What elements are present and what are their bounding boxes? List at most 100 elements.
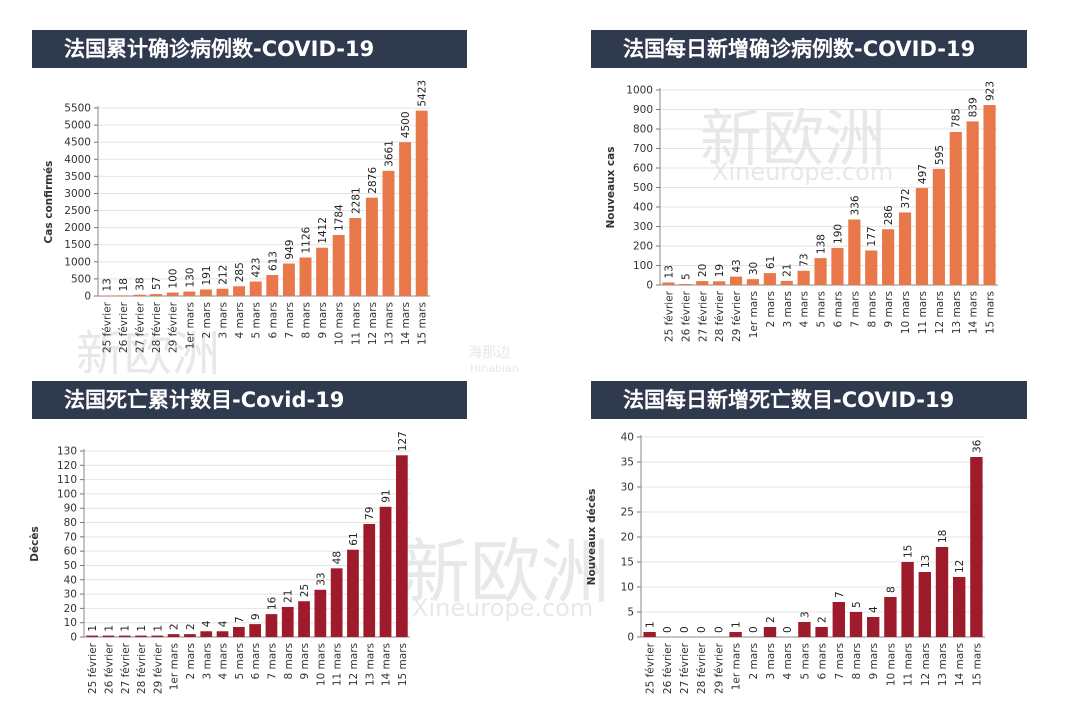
x-tick-label: 11 mars [350, 302, 362, 345]
x-tick-label: 25 février [87, 642, 99, 694]
x-tick-label: 7 mars [849, 291, 861, 327]
x-tick-label: 9 mars [317, 302, 329, 338]
y-tick-label: 300 [633, 221, 653, 233]
y-tick-label: 120 [57, 460, 77, 472]
x-tick-label: 27 février [679, 642, 691, 694]
x-tick-label: 29 février [168, 301, 180, 353]
bar-value-label: 1 [152, 625, 164, 632]
bar [915, 188, 929, 285]
x-tick-label: 15 mars [971, 643, 983, 686]
y-tick-label: 70 [64, 531, 77, 543]
x-tick-label: 29 février [152, 642, 164, 694]
bar [763, 273, 776, 285]
bar [395, 455, 408, 637]
bar-value-label: 285 [234, 262, 246, 282]
bar-value-label: 2 [765, 616, 777, 623]
x-tick-label: 25 février [663, 290, 675, 342]
bar [151, 635, 164, 637]
bar-value-label: 12 [954, 560, 966, 573]
x-tick-label: 13 mars [937, 643, 949, 686]
x-tick-label: 14 mars [400, 302, 412, 345]
bar [983, 105, 996, 285]
bar-value-label: 8 [885, 586, 897, 593]
bar [884, 597, 897, 637]
x-tick-label: 11 mars [903, 643, 915, 686]
x-tick-label: 6 mars [267, 302, 279, 338]
bar [399, 142, 412, 296]
bar-value-label: 100 [168, 269, 180, 289]
bar-value-label: 0 [782, 626, 794, 633]
bar-value-label: 61 [348, 532, 360, 545]
bar-value-label: 1 [103, 625, 115, 632]
x-tick-label: 15 mars [397, 643, 409, 686]
bar [316, 247, 329, 296]
y-tick-label: 200 [633, 241, 653, 253]
x-tick-label: 6 mars [817, 643, 829, 679]
y-tick-label: 2500 [64, 205, 91, 217]
bar-value-label: 2 [817, 616, 829, 623]
y-axis-label: Cas confirmés [43, 161, 55, 244]
x-tick-label: 6 mars [250, 643, 262, 679]
y-tick-label: 0 [646, 280, 653, 292]
bar [233, 286, 246, 296]
x-tick-label: 14 mars [968, 291, 980, 334]
bar [848, 219, 861, 285]
y-tick-label: 600 [633, 163, 653, 175]
bar-value-label: 839 [968, 97, 980, 117]
y-tick-label: 30 [64, 589, 77, 601]
bar-value-label: 336 [849, 195, 861, 215]
y-tick-label: 10 [64, 617, 77, 629]
bar [814, 258, 827, 285]
x-tick-label: 2 mars [201, 302, 213, 338]
x-tick-label: 4 mars [799, 291, 811, 327]
bar-value-label: 61 [765, 256, 777, 269]
bar [281, 606, 294, 637]
y-tick-label: 35 [621, 457, 634, 469]
bar-value-label: 43 [731, 259, 743, 272]
bar [216, 288, 229, 296]
x-tick-label: 8 mars [866, 291, 878, 327]
bar-value-label: 91 [381, 489, 393, 502]
y-tick-label: 2000 [64, 222, 91, 234]
bar-value-label: 13 [101, 278, 113, 291]
bar [780, 280, 793, 285]
x-tick-label: 9 mars [883, 291, 895, 327]
x-tick-label: 7 mars [266, 643, 278, 679]
bar-value-label: 33 [315, 572, 327, 585]
x-tick-label: 25 février [645, 642, 657, 694]
bar [746, 279, 760, 285]
y-tick-label: 800 [633, 124, 653, 136]
y-tick-label: 4500 [64, 137, 91, 149]
bar [86, 635, 99, 637]
x-tick-label: 27 février [120, 642, 132, 694]
x-tick-label: 4 mars [234, 302, 246, 338]
bar [249, 624, 262, 637]
bar [299, 257, 312, 296]
bar-value-label: 1 [645, 621, 657, 628]
x-tick-label: 1er mars [731, 643, 743, 690]
x-tick-label: 27 février [135, 301, 147, 353]
y-tick-label: 80 [64, 517, 77, 529]
x-tick-label: 11 mars [332, 643, 344, 686]
y-tick-label: 500 [633, 182, 653, 194]
bar-value-label: 18 [937, 530, 949, 543]
bar [970, 457, 983, 637]
x-tick-label: 14 mars [954, 643, 966, 686]
x-tick-label: 29 février [713, 642, 725, 694]
x-tick-label: 15 mars [985, 291, 997, 334]
y-tick-label: 400 [633, 202, 653, 214]
bar-value-label: 1 [87, 625, 99, 632]
bar-value-label: 1 [731, 621, 743, 628]
bar-value-label: 5 [851, 601, 863, 608]
bar [867, 617, 880, 637]
chart-title-daily-cases: 法国每日新增确诊病例数-COVID-19 [591, 30, 1027, 68]
bar-value-label: 57 [151, 277, 163, 290]
bar-value-label: 79 [364, 507, 376, 520]
y-axis-label: Nouveaux cas [605, 147, 617, 229]
bar-value-label: 3 [799, 611, 811, 618]
bar-value-label: 1412 [317, 217, 329, 244]
x-tick-label: 4 mars [218, 643, 230, 679]
x-tick-label: 26 février [680, 290, 692, 342]
